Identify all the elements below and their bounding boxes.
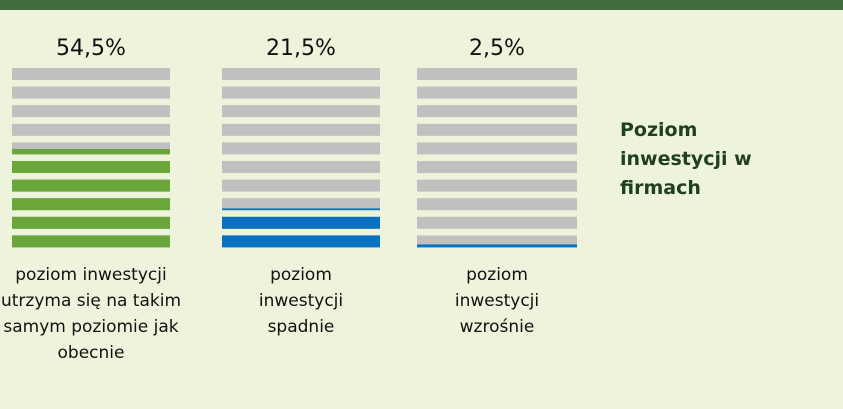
bar-segment (12, 216, 170, 229)
bar-segment-bg (417, 198, 577, 211)
bar-segment-bg (417, 123, 577, 136)
bar-segment-bg (222, 68, 380, 80)
bar-segment-bg (12, 105, 170, 118)
bar-segment (222, 216, 380, 229)
bar-segment-bg (417, 105, 577, 118)
bar-segment-bg (12, 68, 170, 80)
bar-segment (12, 179, 170, 192)
bar-column (222, 68, 380, 248)
bar-segment-bg (417, 161, 577, 173)
bar-segment-bg (417, 142, 577, 155)
category-label: poziom inwestycji spadnie (258, 265, 344, 337)
value-label: 54,5% (56, 36, 126, 61)
bar-segment-bg (222, 86, 380, 99)
bar-segment-bg (12, 123, 170, 136)
bar-segment (417, 244, 577, 248)
category-label: poziom inwestycji wzrośnie (454, 265, 540, 337)
bar-segment-bg (417, 86, 577, 99)
chart-title: Poziom inwestycji w firmach (620, 119, 752, 199)
bar-segment (12, 235, 170, 248)
bar-segment-bg (417, 216, 577, 229)
bar-segment-bg (222, 179, 380, 192)
bar-segment-bg (222, 198, 380, 211)
bar-segment-bg (222, 161, 380, 173)
bar-segment (12, 198, 170, 211)
bar-segment-bg (222, 123, 380, 136)
value-label: 2,5% (469, 36, 525, 61)
bar-segment-bg (417, 179, 577, 192)
bar-segment-bg (417, 68, 577, 80)
bar-segment-bg (12, 86, 170, 99)
bar-segment (12, 149, 170, 155)
bar-segment (222, 208, 380, 211)
bar-column (417, 68, 577, 248)
bar-segment (222, 235, 380, 248)
bar-column (12, 68, 170, 248)
bar-segment (12, 161, 170, 173)
category-label: poziom inwestycji utrzyma się na takim s… (0, 265, 182, 363)
value-label: 21,5% (266, 36, 336, 61)
bar-segment-bg (222, 105, 380, 118)
bar-segment-bg (222, 142, 380, 155)
header-bar (0, 0, 843, 10)
